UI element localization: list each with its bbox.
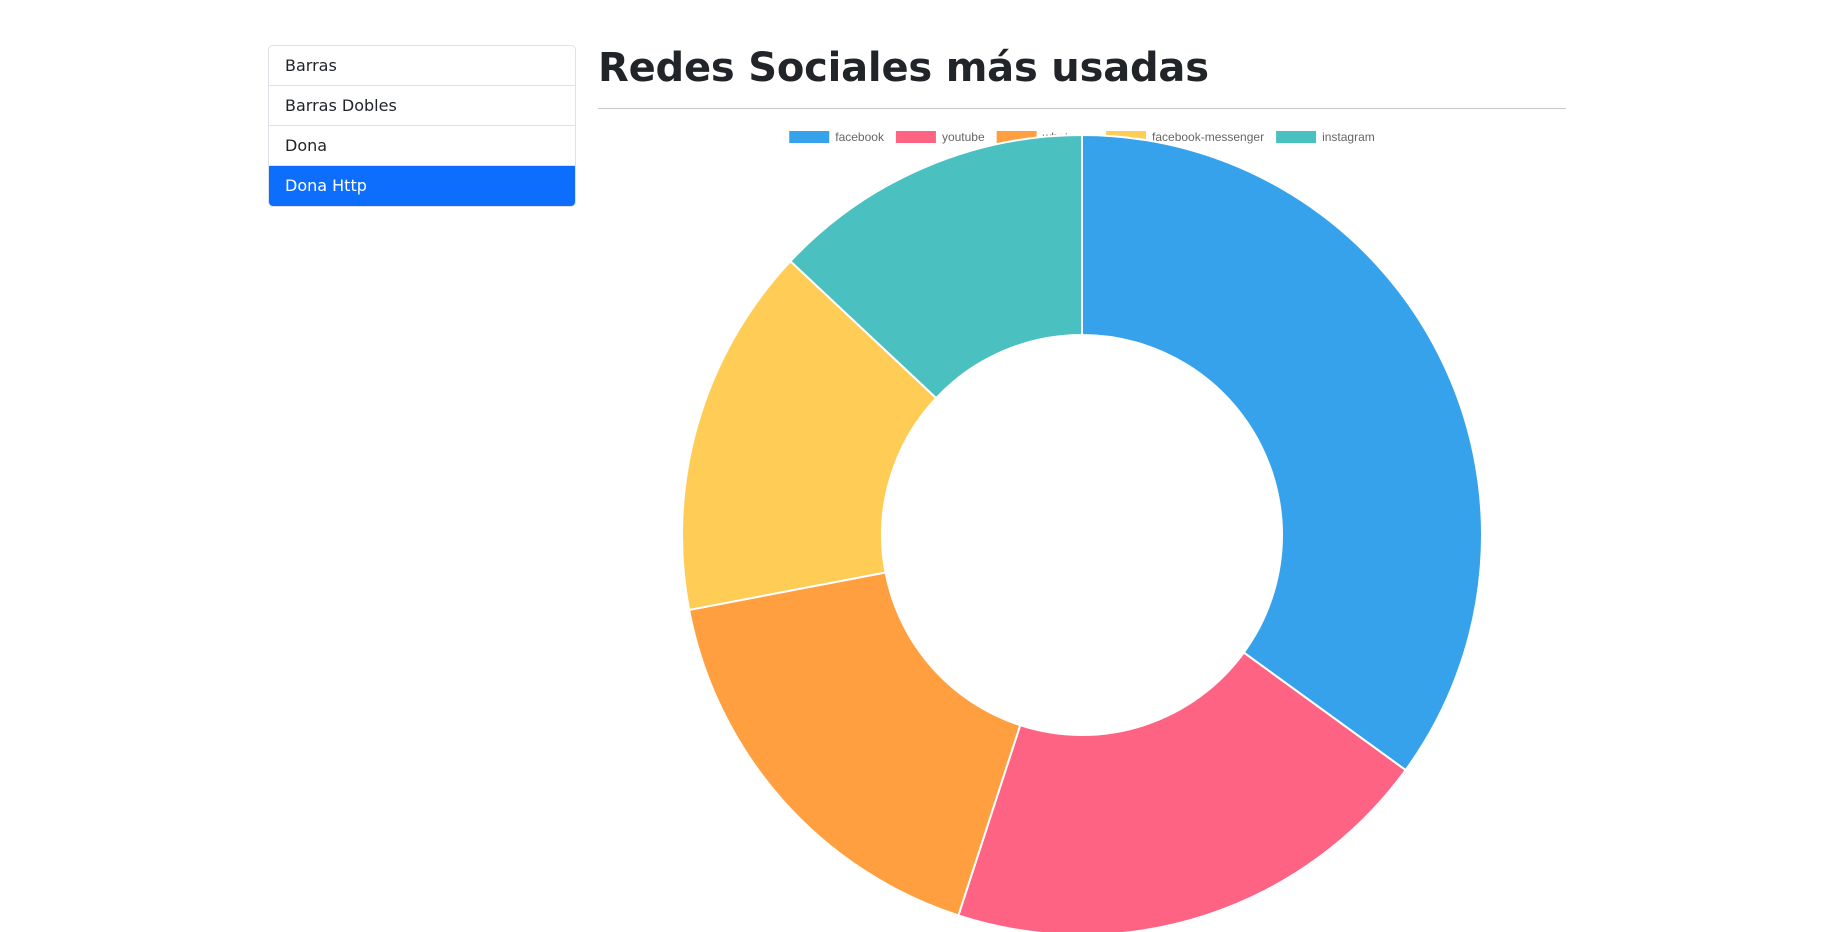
title-divider <box>598 108 1566 109</box>
chart-slices <box>681 133 1483 932</box>
legend-label-facebook[interactable]: facebook <box>835 130 885 144</box>
legend-label-instagram[interactable]: instagram <box>1322 130 1375 144</box>
sidebar-item-barras[interactable]: Barras <box>269 46 575 86</box>
legend-swatch-instagram[interactable] <box>1276 131 1317 143</box>
sidebar-item-barras-dobles[interactable]: Barras Dobles <box>269 86 575 126</box>
sidebar-item-dona[interactable]: Dona <box>269 126 575 166</box>
slice-youtube[interactable] <box>957 651 1408 932</box>
sidebar-nav: Barras Barras Dobles Dona Dona Http <box>268 45 576 207</box>
slice-facebook-messenger[interactable] <box>681 259 938 612</box>
slice-facebook[interactable] <box>1081 133 1483 772</box>
slice-whatsapp[interactable] <box>687 571 1022 917</box>
donut-chart: facebookyoutubewhatsappfacebook-messenge… <box>598 120 1566 932</box>
legend-label-facebook-messenger[interactable]: facebook-messenger <box>1152 130 1264 144</box>
legend-swatch-facebook[interactable] <box>789 131 830 143</box>
donut-chart-svg: facebookyoutubewhatsappfacebook-messenge… <box>681 130 1483 932</box>
sidebar-item-dona-http[interactable]: Dona Http <box>269 166 575 206</box>
legend-label-youtube[interactable]: youtube <box>942 130 985 144</box>
page-title: Redes Sociales más usadas <box>598 45 1209 91</box>
slice-instagram[interactable] <box>788 133 1083 400</box>
legend-swatch-youtube[interactable] <box>895 131 936 143</box>
